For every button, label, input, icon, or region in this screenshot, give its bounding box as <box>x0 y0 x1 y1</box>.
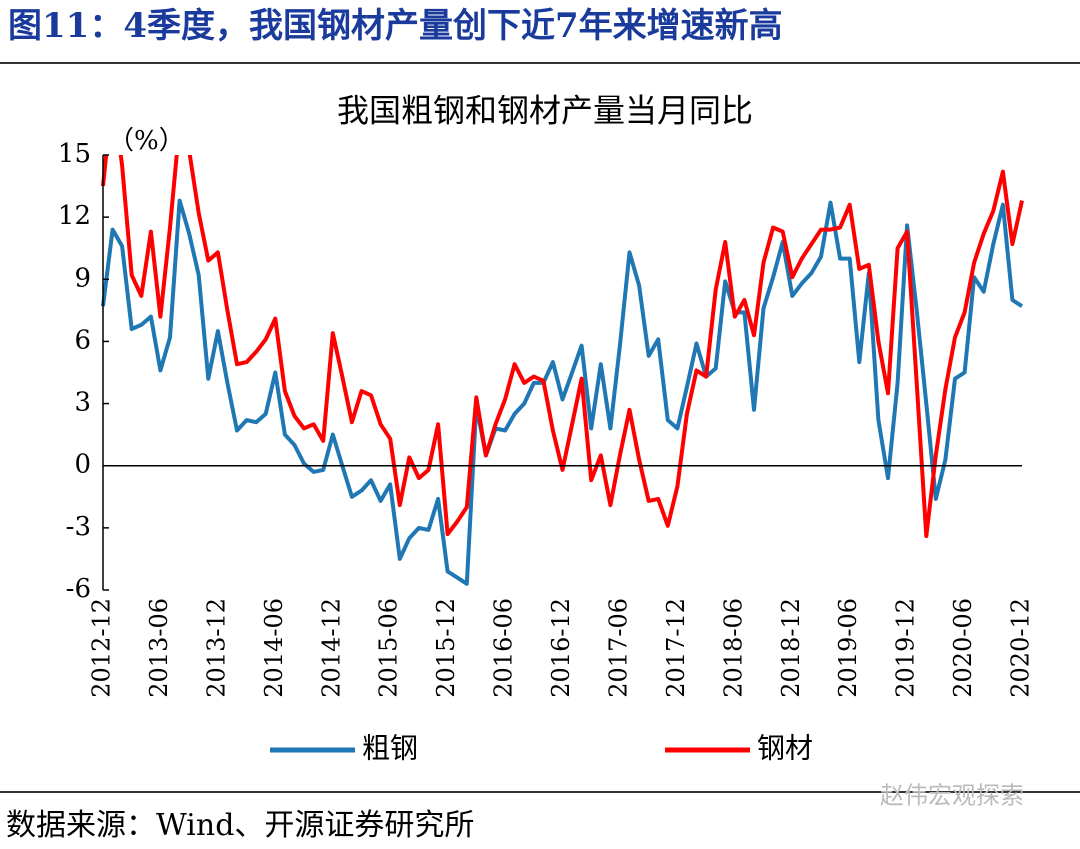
y-tick-label: -3 <box>66 512 91 542</box>
chart-title: 我国粗钢和钢材产量当月同比 <box>337 92 753 130</box>
y-tick-label: 9 <box>74 263 91 293</box>
y-tick-label: 6 <box>74 325 91 355</box>
x-tick-label: 2016-12 <box>547 598 575 698</box>
legend-label: 粗钢 <box>362 732 418 765</box>
x-tick-label: 2020-06 <box>949 598 977 698</box>
x-tick-label: 2013-12 <box>202 598 230 698</box>
x-tick-label: 2014-12 <box>317 598 345 698</box>
legend-label: 钢材 <box>757 732 813 765</box>
x-tick-label: 2019-06 <box>834 598 862 698</box>
x-tick-label: 2018-12 <box>777 598 805 698</box>
x-tick-label: 2017-12 <box>662 598 690 698</box>
y-axis-label: （%） <box>108 126 185 156</box>
x-tick-label: 2015-12 <box>432 598 460 698</box>
y-tick-label: 0 <box>74 450 91 480</box>
y-tick-label: 12 <box>58 201 91 231</box>
plot-area <box>101 155 1024 586</box>
x-tick-label: 2015-06 <box>375 598 403 698</box>
x-tick-label: 2014-06 <box>260 598 288 698</box>
x-tick-label: 2017-06 <box>604 598 632 698</box>
x-tick-label: 2020-12 <box>1007 598 1035 698</box>
x-tick-label: 2012-12 <box>88 598 116 698</box>
x-tick-label: 2013-06 <box>145 598 173 698</box>
watermark: 赵伟宏观探索 <box>880 782 1024 810</box>
x-tick-label: 2016-06 <box>490 598 518 698</box>
series-line <box>101 155 1024 539</box>
figure-title: 图11：4季度，我国钢材产量创下近7年来增速新高 <box>8 6 783 46</box>
source: 数据来源：Wind、开源证券研究所 <box>6 808 474 843</box>
x-tick-label: 2019-12 <box>892 598 920 698</box>
x-tick-label: 2018-06 <box>719 598 747 698</box>
y-tick-label: 3 <box>74 388 91 418</box>
y-tick-label: -6 <box>66 574 91 604</box>
series-line <box>101 198 1024 586</box>
y-tick-label: 15 <box>58 139 91 169</box>
